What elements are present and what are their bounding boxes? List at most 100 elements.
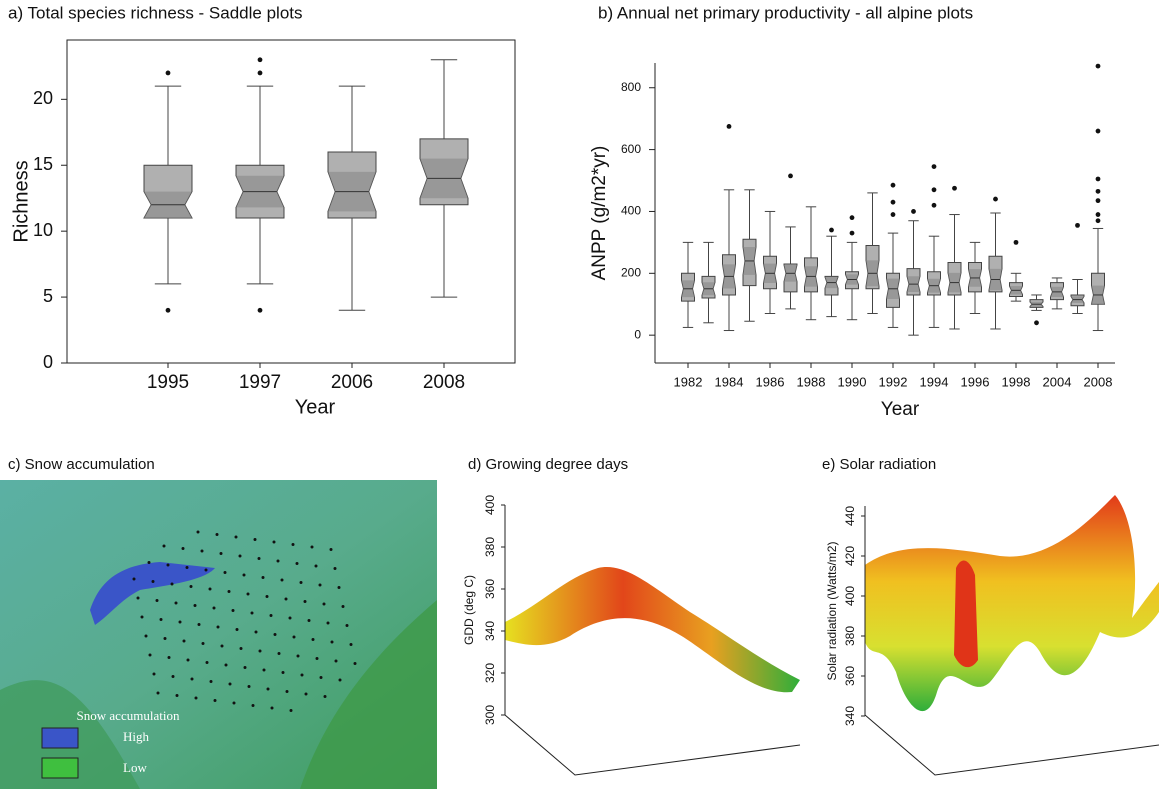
plot-point bbox=[197, 531, 200, 534]
plot-point bbox=[229, 683, 232, 686]
plot-point bbox=[239, 555, 242, 558]
plot-point bbox=[240, 647, 243, 650]
outlier bbox=[166, 71, 171, 76]
plot-point bbox=[262, 576, 265, 579]
z-tick-label: 320 bbox=[483, 663, 497, 683]
plot-point bbox=[315, 565, 318, 568]
plot-point bbox=[350, 643, 353, 646]
plot-point bbox=[331, 641, 334, 644]
x-axis-label: Year bbox=[295, 396, 336, 418]
plot-point bbox=[186, 566, 189, 569]
z-tick-label: 400 bbox=[843, 586, 857, 606]
plot-point bbox=[236, 628, 239, 631]
z-tick-label: 360 bbox=[483, 579, 497, 599]
plot-point bbox=[228, 590, 231, 593]
plot-point bbox=[163, 545, 166, 548]
z-tick-label: 400 bbox=[483, 495, 497, 515]
plot-point bbox=[210, 680, 213, 683]
plot-point bbox=[285, 598, 288, 601]
plot-point bbox=[270, 614, 273, 617]
plot-point bbox=[182, 547, 185, 550]
outlier bbox=[1096, 218, 1101, 223]
outlier bbox=[727, 124, 732, 129]
plot-point bbox=[217, 626, 220, 629]
plot-point bbox=[324, 695, 327, 698]
plot-point bbox=[160, 618, 163, 621]
z-tick-label: 380 bbox=[843, 626, 857, 646]
y-axis-label: ANPP (g/m2*yr) bbox=[589, 146, 610, 281]
y-tick-label: 20 bbox=[33, 88, 53, 108]
plot-point bbox=[273, 541, 276, 544]
plot-point bbox=[156, 599, 159, 602]
plot-point bbox=[342, 605, 345, 608]
plot-point bbox=[308, 619, 311, 622]
outlier bbox=[1096, 212, 1101, 217]
plot-point bbox=[334, 567, 337, 570]
plot-point bbox=[243, 574, 246, 577]
snow-map: c) Snow accumulation Snow accumulation H… bbox=[0, 456, 437, 789]
y-tick-label: 15 bbox=[33, 154, 53, 174]
x-tick-label: 1988 bbox=[797, 374, 826, 389]
plot-point bbox=[251, 612, 254, 615]
x-tick-label: 1996 bbox=[961, 374, 990, 389]
outlier bbox=[850, 231, 855, 236]
plot-point bbox=[311, 546, 314, 549]
plot-point bbox=[300, 581, 303, 584]
x-tick-label: 1982 bbox=[674, 374, 703, 389]
y-tick-label: 0 bbox=[43, 352, 53, 372]
outlier bbox=[932, 203, 937, 208]
outlier bbox=[1096, 64, 1101, 69]
plot-point bbox=[346, 624, 349, 627]
plot-point bbox=[232, 609, 235, 612]
plot-point bbox=[153, 673, 156, 676]
outlier bbox=[1096, 198, 1101, 203]
z-axis-label: Solar radiation (Watts/m2) bbox=[825, 542, 839, 681]
plot-point bbox=[198, 623, 201, 626]
z-tick-label: 440 bbox=[843, 506, 857, 526]
plot-point bbox=[327, 622, 330, 625]
plot-point bbox=[195, 697, 198, 700]
plot-point bbox=[202, 642, 205, 645]
x-tick-label: 1998 bbox=[1002, 374, 1031, 389]
plot-point bbox=[133, 578, 136, 581]
plot-point bbox=[301, 674, 304, 677]
y-tick-label: 5 bbox=[43, 286, 53, 306]
plot-point bbox=[244, 666, 247, 669]
plot-point bbox=[277, 560, 280, 563]
box-chart: a) Total species richness - Saddle plots… bbox=[8, 3, 515, 418]
plot-point bbox=[167, 564, 170, 567]
outlier bbox=[166, 308, 171, 313]
panel-title: c) Snow accumulation bbox=[8, 456, 155, 473]
z-tick-label: 360 bbox=[843, 666, 857, 686]
surface bbox=[954, 561, 978, 668]
outlier bbox=[258, 57, 263, 62]
plot-point bbox=[225, 664, 228, 667]
outlier bbox=[911, 209, 916, 214]
plot-point bbox=[255, 631, 258, 634]
plot-point bbox=[214, 699, 217, 702]
plot-point bbox=[319, 584, 322, 587]
y-tick-label: 0 bbox=[634, 327, 641, 341]
base-axes bbox=[505, 715, 800, 775]
plot-point bbox=[316, 657, 319, 660]
plot-point bbox=[271, 707, 274, 710]
plot-point bbox=[205, 569, 208, 572]
plot-point bbox=[254, 538, 257, 541]
outlier bbox=[932, 187, 937, 192]
outlier bbox=[829, 228, 834, 233]
x-tick-label: 2008 bbox=[1084, 374, 1113, 389]
x-tick-label: 1984 bbox=[715, 374, 744, 389]
z-axis-label: GDD (deg C) bbox=[462, 575, 476, 645]
outlier bbox=[993, 197, 998, 202]
outlier bbox=[932, 164, 937, 169]
surface bbox=[505, 567, 800, 692]
plot-point bbox=[281, 579, 284, 582]
chart-title: a) Total species richness - Saddle plots bbox=[8, 3, 303, 22]
plot-point bbox=[286, 690, 289, 693]
y-tick-label: 10 bbox=[33, 220, 53, 240]
outlier bbox=[952, 186, 957, 191]
legend-label: Low bbox=[123, 760, 147, 775]
plot-point bbox=[290, 709, 293, 712]
outlier bbox=[1096, 177, 1101, 182]
plot-point bbox=[289, 617, 292, 620]
